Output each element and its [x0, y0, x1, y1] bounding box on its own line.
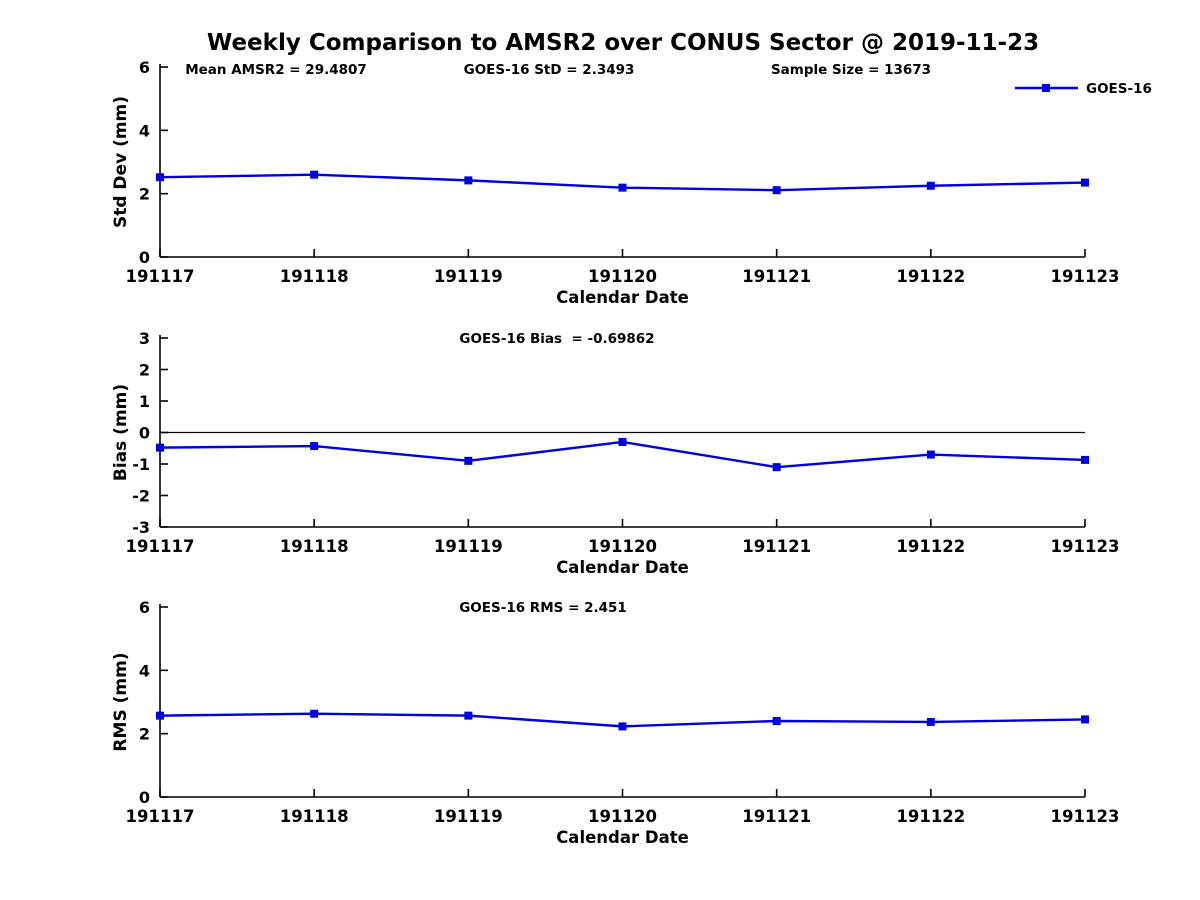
x-tick-label: 191118	[280, 267, 349, 286]
annotation-text: GOES-16 Bias = -0.69862	[459, 331, 654, 347]
figure-title: Weekly Comparison to AMSR2 over CONUS Se…	[206, 30, 1040, 56]
x-tick-label: 191123	[1051, 807, 1120, 826]
y-tick-label: -2	[132, 487, 150, 506]
series-marker	[926, 450, 935, 459]
series-marker	[1081, 715, 1089, 724]
x-tick-label: 191119	[434, 537, 503, 556]
series-marker	[926, 717, 935, 726]
x-tick-label: 191122	[896, 267, 965, 286]
series-marker	[772, 717, 781, 725]
legend-marker	[1042, 84, 1050, 92]
annotation-text: GOES-16 RMS = 2.451	[459, 600, 627, 616]
y-axis-label: Std Dev (mm)	[111, 96, 131, 228]
series-marker	[618, 437, 627, 446]
y-tick-label: 2	[139, 185, 150, 204]
series-marker	[772, 186, 781, 195]
x-tick-label: 191122	[896, 537, 965, 556]
y-axis-label: Bias (mm)	[111, 384, 131, 481]
y-tick-label: 6	[139, 58, 150, 77]
series-marker	[464, 176, 473, 185]
x-tick-label: 191121	[742, 537, 811, 556]
annotation-text: Mean AMSR2 = 29.4807	[185, 62, 367, 78]
series-marker	[156, 173, 164, 182]
x-tick-label: 191117	[126, 267, 195, 286]
y-tick-label: 0	[139, 788, 150, 807]
series-marker	[926, 181, 935, 190]
x-tick-label: 191123	[1051, 267, 1120, 286]
y-tick-label: 1	[139, 392, 150, 411]
y-axis-label: RMS (mm)	[111, 652, 131, 751]
annotation-text: GOES-16 StD = 2.3493	[464, 62, 635, 78]
x-tick-label: 191118	[280, 537, 349, 556]
annotation-text: Sample Size = 13673	[771, 62, 931, 78]
series-marker	[618, 183, 627, 192]
series-marker	[618, 722, 627, 731]
series-marker	[310, 170, 319, 179]
y-tick-label: 4	[139, 121, 150, 140]
x-tick-label: 191119	[434, 267, 503, 286]
series-marker	[464, 456, 473, 465]
y-tick-label: 2	[139, 725, 150, 744]
y-tick-label: 6	[139, 598, 150, 617]
x-tick-label: 191120	[588, 537, 657, 556]
legend-label: GOES-16	[1086, 81, 1152, 97]
y-tick-label: 0	[139, 424, 150, 443]
x-tick-label: 191123	[1051, 537, 1120, 556]
x-tick-label: 191119	[434, 807, 503, 826]
series-marker	[310, 709, 319, 718]
x-axis-label: Calendar Date	[556, 288, 689, 307]
y-tick-label: 0	[139, 248, 150, 267]
y-tick-label: 2	[139, 361, 150, 380]
x-tick-label: 191118	[280, 807, 349, 826]
x-axis-label: Calendar Date	[556, 828, 689, 847]
x-tick-label: 191117	[126, 807, 195, 826]
x-tick-label: 191121	[742, 267, 811, 286]
series-marker	[1081, 178, 1089, 187]
series-marker	[156, 443, 164, 452]
y-tick-label: 4	[139, 661, 150, 680]
series-marker	[310, 442, 319, 451]
series-marker	[772, 463, 781, 472]
series-marker	[1081, 455, 1089, 464]
x-axis-label: Calendar Date	[556, 558, 689, 577]
y-tick-label: 3	[139, 329, 150, 348]
series-marker	[156, 711, 164, 720]
x-tick-label: 191117	[126, 537, 195, 556]
x-tick-label: 191121	[742, 807, 811, 826]
series-marker	[464, 711, 473, 720]
y-tick-label: -1	[132, 455, 150, 474]
x-tick-label: 191122	[896, 807, 965, 826]
x-tick-label: 191120	[588, 807, 657, 826]
y-tick-label: -3	[132, 518, 150, 537]
x-tick-label: 191120	[588, 267, 657, 286]
